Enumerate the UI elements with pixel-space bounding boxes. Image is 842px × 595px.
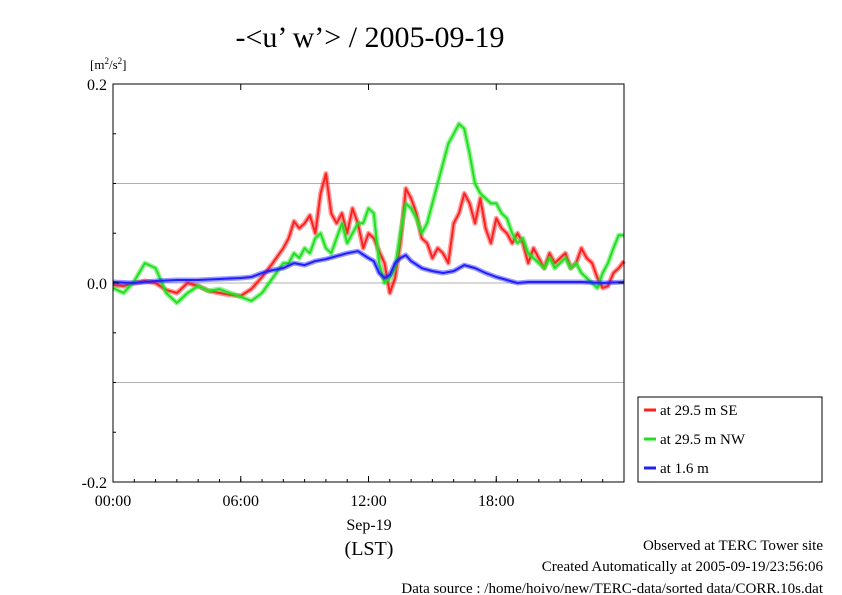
y-tick-label: 0.0 (87, 276, 107, 293)
y-axis: 0.2 0.0 -0.2 (82, 77, 624, 492)
y-tick-label: -0.2 (82, 475, 107, 492)
legend-label: at 1.6 m (660, 461, 709, 477)
footer-source-text: Data source : /home/hoivo/new/TERC-data/… (401, 581, 823, 595)
footer-created-text: Created Automatically at 2005-09-19/23:5… (542, 559, 824, 575)
series-layer (111, 121, 626, 306)
series-line-2 (112, 122, 624, 304)
legend: at 29.5 m SE at 29.5 m NW at 1.6 m (637, 396, 823, 483)
legend-box (637, 396, 823, 483)
x-tick-label: 00:00 (95, 493, 131, 510)
chart-title: -<u’ w’> / 2005-09-19 (235, 21, 504, 54)
legend-label: at 29.5 m SE (660, 403, 738, 419)
footer-site-text: Observed at TERC Tower site (643, 538, 823, 554)
x-tick-label: 06:00 (223, 493, 259, 510)
series-line-1 (112, 172, 625, 297)
x-axis-date-label: Sep-19 (346, 517, 391, 534)
x-tick-label: 12:00 (350, 493, 386, 510)
legend-label: at 29.5 m NW (660, 432, 746, 448)
series-line-3 (112, 250, 625, 284)
y-axis-unit-label: [m2/s2] (90, 56, 126, 72)
x-axis: 00:00 06:00 12:00 18:00 (95, 84, 625, 510)
y-tick-label: 0.2 (87, 77, 107, 94)
x-tick-label: 18:00 (478, 493, 514, 510)
x-axis-timezone-label: (LST) (345, 538, 394, 560)
series-line-halo (111, 121, 624, 306)
